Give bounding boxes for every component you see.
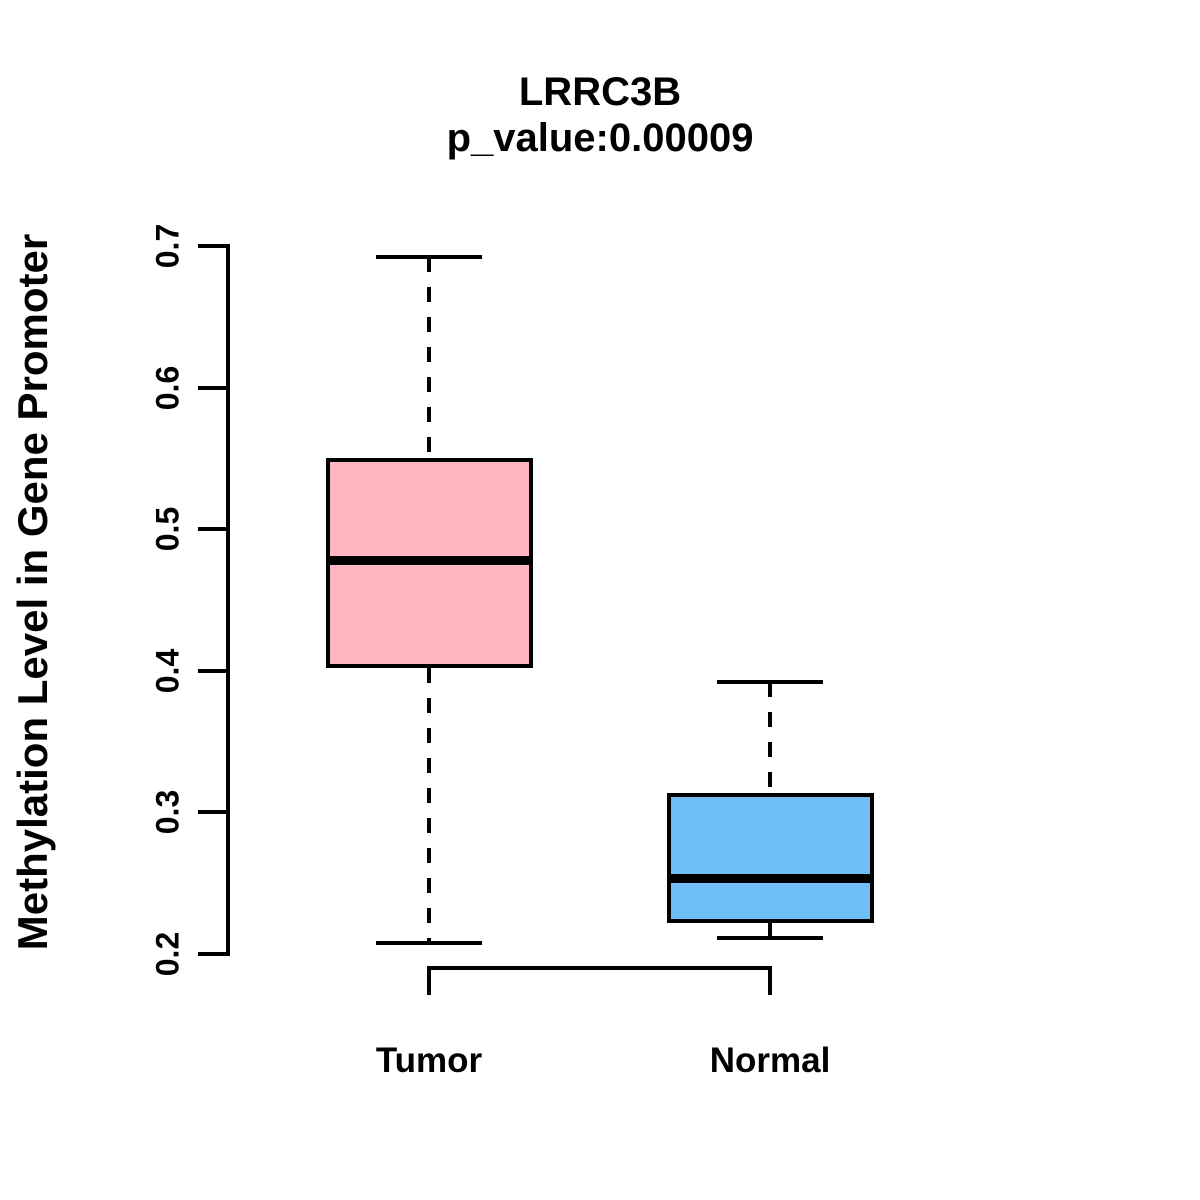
- median-line: [325, 555, 533, 565]
- x-category-label-tumor: Tumor: [375, 1041, 483, 1080]
- y-tick-label: 0.2: [149, 931, 186, 977]
- y-axis-tick: [198, 385, 226, 390]
- y-axis-tick: [198, 527, 226, 532]
- upper-whisker-cap: [717, 680, 823, 685]
- y-axis-tick: [198, 952, 226, 956]
- lower-whisker-line: [427, 667, 431, 943]
- y-tick-label: 0.6: [149, 365, 186, 410]
- y-tick-label: 0.7: [149, 223, 186, 269]
- chart-pvalue-subtitle: p_value:0.00009: [446, 116, 754, 160]
- y-tick-label: 0.4: [149, 648, 186, 694]
- y-axis-line: [226, 244, 230, 956]
- y-axis-tick: [198, 668, 226, 673]
- lower-whisker-cap: [717, 936, 823, 941]
- box-normal: [666, 792, 874, 923]
- upper-whisker-line: [427, 257, 431, 459]
- upper-whisker-cap: [376, 255, 482, 260]
- y-axis-tick: [198, 810, 226, 815]
- x-axis-line: [427, 966, 772, 970]
- x-axis-tick: [427, 966, 431, 995]
- x-axis-tick: [768, 966, 772, 995]
- y-tick-label: 0.3: [149, 790, 186, 835]
- lower-whisker-cap: [376, 940, 482, 945]
- lower-whisker-line: [768, 922, 772, 939]
- upper-whisker-line: [768, 682, 772, 793]
- y-axis-tick: [198, 244, 226, 248]
- x-category-label-normal: Normal: [709, 1041, 831, 1080]
- y-tick-label: 0.5: [149, 506, 186, 552]
- chart-title: LRRC3B: [518, 70, 682, 114]
- median-line: [666, 874, 874, 884]
